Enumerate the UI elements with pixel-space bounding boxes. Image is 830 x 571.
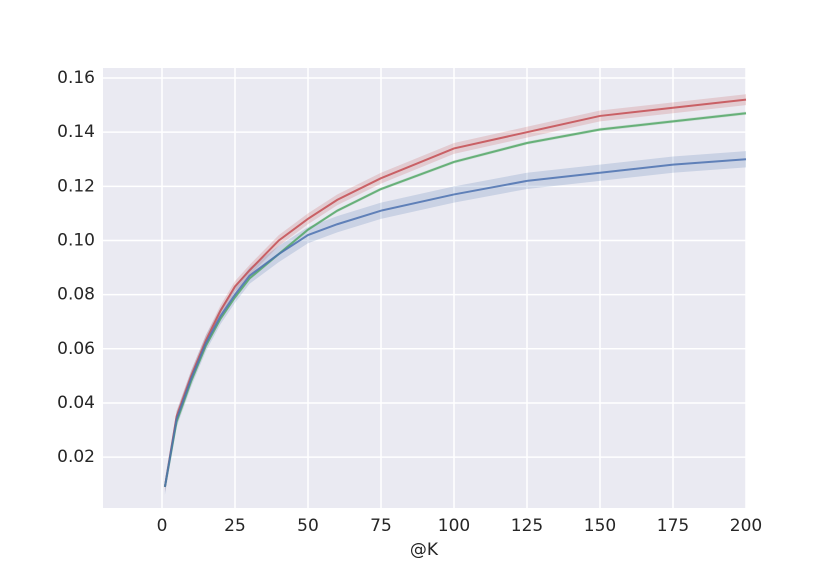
y-tick-label: 0.08 [57,285,95,305]
x-tick-label: 200 [730,516,762,536]
x-tick-label: 0 [157,516,168,536]
x-tick-label: 75 [370,516,392,536]
y-tick-label: 0.04 [57,393,95,413]
confidence-band [164,151,747,496]
x-tick-label: 100 [438,516,470,536]
y-tick-label: 0.10 [57,230,95,250]
x-tick-label: 25 [224,516,246,536]
x-tick-label: 150 [584,516,616,536]
y-tick-label: 0.06 [57,339,95,359]
line [163,158,747,488]
line [163,112,747,488]
x-tick-label: 125 [511,516,543,536]
y-tick-label: 0.16 [57,68,95,88]
y-tick-label: 0.14 [57,122,95,142]
line [163,98,747,488]
y-tick-label: 0.12 [57,176,95,196]
y-tick-label: 0.02 [57,447,95,467]
plot-area [103,68,746,508]
x-tick-label: 175 [657,516,689,536]
x-axis-label: @K [410,540,439,560]
x-tick-label: 50 [297,516,319,536]
